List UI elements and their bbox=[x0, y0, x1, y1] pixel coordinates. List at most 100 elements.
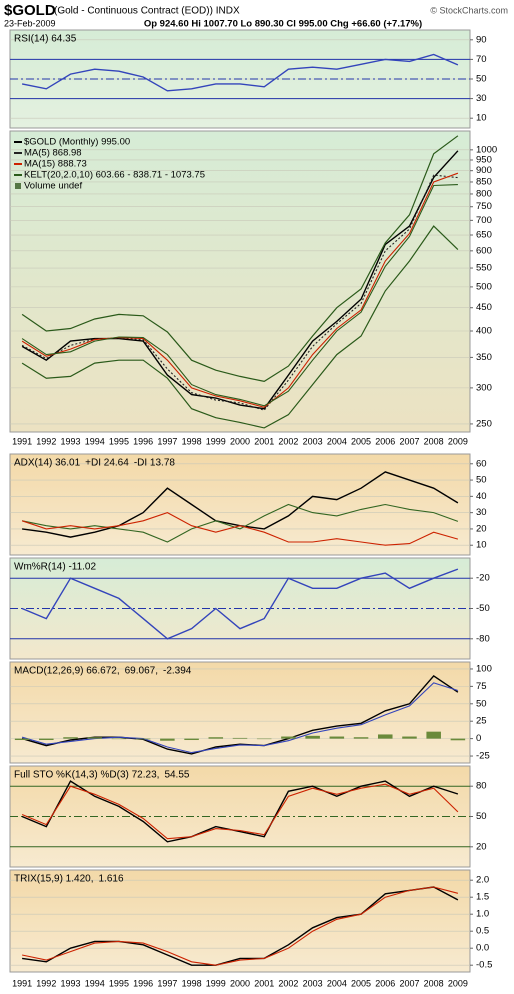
x-tick-label: 1999 bbox=[206, 978, 226, 988]
line bbox=[21, 568, 459, 640]
line bbox=[21, 184, 458, 407]
bar bbox=[14, 738, 30, 741]
panel bbox=[9, 869, 471, 973]
x-tick-label: 2008 bbox=[424, 436, 444, 446]
bar bbox=[39, 738, 54, 741]
x-tick-label: 1994 bbox=[85, 436, 105, 446]
y-tick-label: 40 bbox=[476, 491, 487, 502]
y-tick-label: 0.5 bbox=[476, 926, 489, 937]
x-tick-label: 2006 bbox=[375, 978, 395, 988]
y-tick-label: 900 bbox=[476, 165, 492, 176]
y-tick-label: 80 bbox=[476, 781, 487, 792]
y-tick-label: 550 bbox=[476, 263, 492, 274]
legend-swatch bbox=[15, 183, 21, 189]
x-tick-label: 1991 bbox=[12, 978, 32, 988]
date: 23-Feb-2009 bbox=[4, 18, 56, 28]
y-tick-label: 10 bbox=[476, 540, 487, 551]
x-tick-label: 2007 bbox=[399, 436, 419, 446]
x-tick-label: 1991 bbox=[12, 436, 32, 446]
x-tick-label: 2007 bbox=[399, 978, 419, 988]
bar bbox=[160, 738, 175, 741]
bar bbox=[87, 737, 102, 739]
y-tick-label: 30 bbox=[476, 93, 487, 104]
x-tick-label: 2004 bbox=[327, 436, 347, 446]
legend-label: ADX(14) 36.01 bbox=[14, 458, 81, 469]
credit: © StockCharts.com bbox=[430, 5, 508, 15]
y-tick-label: 350 bbox=[476, 352, 492, 363]
bar bbox=[378, 734, 393, 739]
y-tick-label: -80 bbox=[476, 633, 490, 644]
legend-label: -DI 13.78 bbox=[134, 458, 176, 469]
y-tick-label: 1.0 bbox=[476, 909, 489, 920]
x-tick-label: 1993 bbox=[61, 978, 81, 988]
x-tick-label: 2002 bbox=[278, 436, 298, 446]
x-tick-label: 2005 bbox=[351, 978, 371, 988]
legend-label: 69.067, bbox=[125, 666, 158, 677]
bar bbox=[426, 731, 441, 739]
bar bbox=[329, 736, 345, 739]
y-tick-label: 750 bbox=[476, 201, 492, 212]
line bbox=[21, 674, 459, 755]
legend-label: Wm%R(14) -11.02 bbox=[14, 562, 96, 573]
line bbox=[21, 172, 459, 408]
bar bbox=[184, 738, 199, 741]
legend-label: TRIX(15,9) 1.420, bbox=[14, 874, 93, 885]
bar bbox=[256, 738, 272, 740]
bar bbox=[232, 737, 248, 739]
x-tick-label: 2001 bbox=[254, 978, 274, 988]
annotation: Volume undef bbox=[24, 181, 82, 192]
band-line bbox=[21, 135, 459, 383]
x-tick-label: 2003 bbox=[303, 436, 323, 446]
legend-label: KELT(20,2.0,10) 603.66 - 838.71 - 1073.7… bbox=[24, 170, 205, 181]
y-tick-label: 20 bbox=[476, 841, 487, 852]
y-tick-label: 950 bbox=[476, 155, 492, 166]
chart-title: $GOLD bbox=[4, 2, 56, 19]
legend-label: RSI(14) 64.35 bbox=[14, 34, 77, 45]
x-tick-label: 2000 bbox=[230, 978, 250, 988]
y-tick-label: 50 bbox=[476, 698, 487, 709]
y-tick-label: 1.5 bbox=[476, 892, 489, 903]
y-tick-label: -25 bbox=[476, 751, 490, 762]
y-tick-label: -50 bbox=[476, 603, 490, 614]
line bbox=[21, 780, 459, 843]
bar bbox=[353, 737, 369, 739]
x-tick-label: 2008 bbox=[424, 978, 444, 988]
legend-label: MA(15) 888.73 bbox=[24, 159, 87, 170]
x-tick-label: 2006 bbox=[375, 436, 395, 446]
legend-label: -2.394 bbox=[163, 666, 192, 677]
x-tick-label: 2003 bbox=[303, 978, 323, 988]
x-tick-label: 1992 bbox=[36, 978, 56, 988]
quote: Op 924.60 Hi 1007.70 Lo 890.30 Cl 995.00… bbox=[144, 19, 422, 30]
bar bbox=[63, 737, 78, 739]
y-tick-label: 2.0 bbox=[476, 875, 489, 886]
y-tick-label: 250 bbox=[476, 418, 492, 429]
x-tick-label: 1998 bbox=[182, 436, 202, 446]
x-tick-label: 2009 bbox=[448, 436, 468, 446]
x-tick-label: 2001 bbox=[254, 436, 274, 446]
y-tick-label: 100 bbox=[476, 663, 492, 674]
bar bbox=[208, 737, 224, 739]
y-tick-label: 0.0 bbox=[476, 943, 489, 954]
legend-label: +DI 24.64 bbox=[85, 458, 129, 469]
bar bbox=[135, 738, 151, 740]
x-tick-label: 2002 bbox=[278, 978, 298, 988]
y-tick-label: 1000 bbox=[476, 144, 497, 155]
x-tick-label: 1999 bbox=[206, 436, 226, 446]
y-tick-label: 20 bbox=[476, 523, 487, 534]
bar bbox=[402, 736, 417, 739]
legend-label: Full STO %K(14,3) %D(3) 72.23, bbox=[14, 770, 159, 781]
x-tick-label: 1995 bbox=[109, 978, 129, 988]
band-line bbox=[21, 225, 459, 429]
y-tick-label: 50 bbox=[476, 811, 487, 822]
y-tick-label: 500 bbox=[476, 281, 492, 292]
panel bbox=[9, 661, 471, 764]
y-tick-label: 600 bbox=[476, 245, 492, 256]
y-tick-label: 90 bbox=[476, 34, 487, 45]
y-tick-label: 25 bbox=[476, 716, 487, 727]
line bbox=[22, 886, 459, 966]
y-tick-label: 700 bbox=[476, 215, 492, 226]
x-tick-label: 1998 bbox=[182, 978, 202, 988]
y-tick-label: 70 bbox=[476, 54, 487, 65]
y-tick-label: -0.5 bbox=[476, 960, 492, 971]
